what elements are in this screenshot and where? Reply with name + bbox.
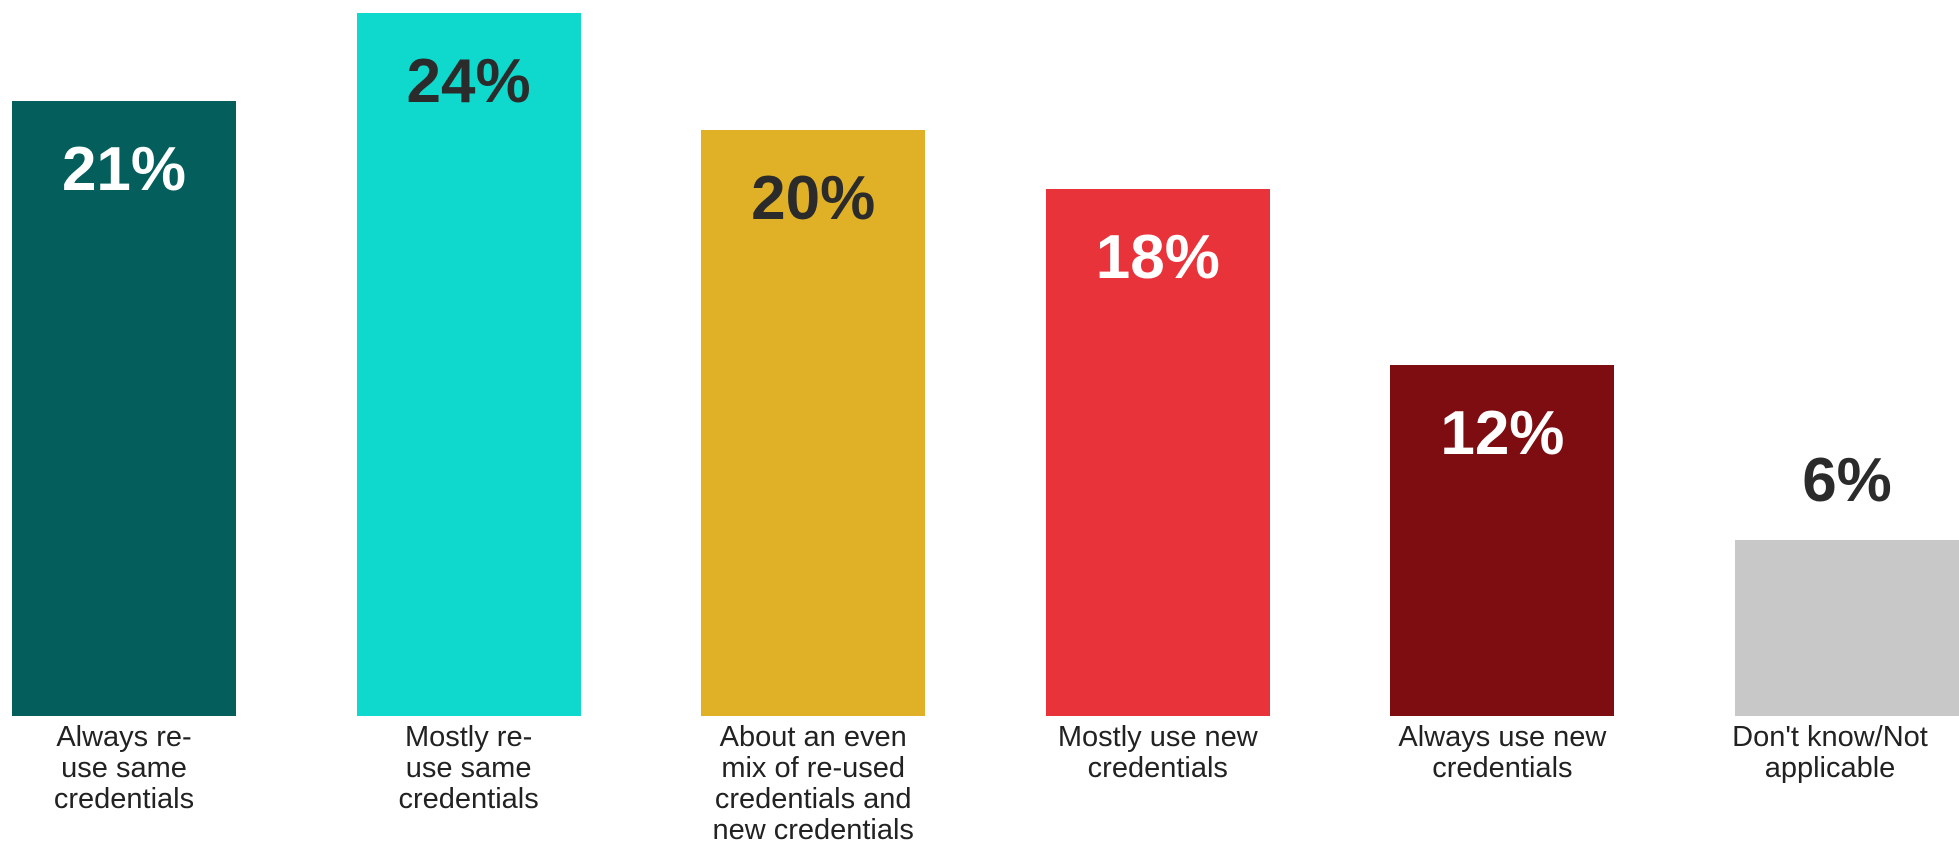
category-label-6: Don't know/Not applicable (1732, 721, 1928, 784)
bar-2 (356, 13, 581, 716)
bar-5 (1390, 364, 1615, 716)
bar-value-label-4: 18% (1095, 222, 1220, 292)
bar-value-label-3: 20% (751, 164, 876, 234)
category-label-1: Always re- use same credentials (53, 721, 195, 815)
category-label-4: Mostly use new credentials (1057, 721, 1258, 784)
bar-6 (1735, 540, 1959, 716)
bar-value-label-2: 24% (406, 47, 531, 116)
bar-4 (1045, 188, 1270, 716)
bar-value-label-6: 6% (1802, 446, 1892, 516)
bar-3 (701, 130, 926, 716)
bar-value-label-5: 12% (1440, 398, 1565, 468)
bar-1 (12, 100, 236, 716)
bar-value-label-1: 21% (61, 134, 187, 204)
category-label-2: Mostly re- use same credentials (398, 721, 539, 815)
category-label-5: Always use new credentials (1398, 721, 1607, 784)
category-label-3: About an even mix of re-used credentials… (712, 721, 914, 846)
